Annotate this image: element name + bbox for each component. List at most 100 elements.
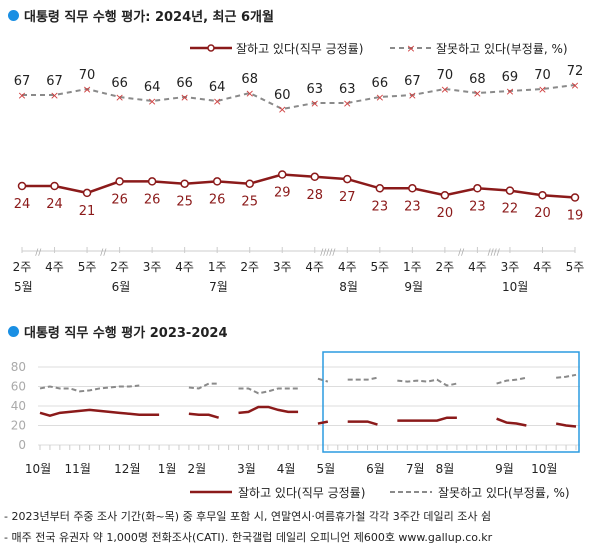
month-label: 12월 bbox=[114, 462, 140, 476]
negative-marker: × bbox=[50, 89, 59, 102]
negative-marker: × bbox=[343, 97, 352, 110]
positive-marker bbox=[473, 184, 482, 193]
x-tick-label: 2주 bbox=[240, 260, 259, 274]
x-tick-label: 3주 bbox=[501, 260, 520, 274]
footnote-1: - 2023년부터 주중 조사 기간(화~목) 중 후무일 포함 시, 연말연시… bbox=[4, 510, 492, 523]
month-label: 9월 bbox=[495, 462, 514, 476]
positive-marker bbox=[408, 184, 417, 193]
x-tick-label: 4주 bbox=[468, 260, 487, 274]
positive-series-segment bbox=[555, 422, 577, 428]
negative-series-segment bbox=[496, 376, 527, 385]
axis-break-mark: ///// bbox=[320, 248, 336, 258]
x-tick-label: 2주 bbox=[436, 260, 455, 274]
x-tick-label: 2주 bbox=[13, 260, 32, 274]
month-label: 10월 bbox=[531, 462, 557, 476]
legend-negative-label: 잘못하고 있다(부정률, %) bbox=[436, 42, 568, 56]
positive-data-label: 26 bbox=[144, 192, 161, 207]
positive-marker bbox=[82, 188, 92, 198]
bullet-icon bbox=[8, 326, 19, 337]
month-label: 4월 bbox=[277, 462, 296, 476]
footnote-2: - 매주 전국 유권자 약 1,000명 전화조사(CATI). 한국갤럽 데일… bbox=[4, 531, 493, 544]
x-tick-label: 2주 bbox=[110, 260, 129, 274]
y-tick-label: 40 bbox=[11, 399, 26, 413]
negative-data-label: 66 bbox=[111, 76, 128, 91]
month-label: 10월 bbox=[25, 462, 51, 476]
y-tick-label: 0 bbox=[18, 438, 26, 452]
positive-data-label: 28 bbox=[306, 188, 323, 203]
negative-marker: × bbox=[538, 83, 547, 96]
x-tick-label: 4주 bbox=[338, 260, 357, 274]
chart2-title-text: 대통령 직무 수행 평가 2023-2024 bbox=[24, 326, 228, 341]
axis-break-mark: // bbox=[100, 248, 107, 258]
positive-data-label: 19 bbox=[567, 209, 584, 224]
negative-marker: × bbox=[310, 97, 319, 110]
positive-marker bbox=[277, 170, 287, 179]
positive-data-label: 27 bbox=[339, 190, 356, 205]
positive-marker bbox=[147, 177, 157, 186]
legend-negative-marker: × bbox=[406, 42, 415, 55]
negative-marker: × bbox=[278, 103, 287, 116]
positive-data-label: 25 bbox=[241, 195, 258, 210]
chart1-title: 대통령 직무 수행 평가: 2024년, 최근 6개월 bbox=[8, 6, 274, 25]
negative-marker: × bbox=[408, 89, 417, 102]
positive-series-segment bbox=[347, 420, 378, 426]
positive-data-label: 24 bbox=[14, 197, 31, 212]
positive-series-segment bbox=[317, 420, 329, 425]
x-tick-label: 1주 bbox=[403, 260, 422, 274]
negative-data-label: 66 bbox=[372, 76, 389, 91]
negative-series-segment bbox=[238, 387, 299, 395]
month-label: 2월 bbox=[187, 462, 206, 476]
axis-break-mark: // bbox=[458, 248, 465, 258]
negative-data-label: 67 bbox=[46, 74, 63, 89]
positive-marker bbox=[343, 174, 352, 184]
positive-data-label: 29 bbox=[274, 186, 291, 201]
negative-marker: × bbox=[440, 83, 449, 96]
negative-marker: × bbox=[375, 91, 384, 104]
positive-data-label: 26 bbox=[111, 192, 128, 207]
negative-data-label: 64 bbox=[144, 80, 161, 95]
positive-marker bbox=[17, 181, 27, 191]
legend-negative-label: 잘못하고 있다(부정률, %) bbox=[438, 486, 570, 500]
month-label: 6월 bbox=[112, 280, 131, 294]
positive-data-label: 23 bbox=[372, 199, 389, 214]
positive-marker bbox=[375, 184, 385, 193]
chart1-plot: 잘하고 있다(직무 긍정률) × 잘못하고 있다(부정률, %)×67×67×70×… bbox=[13, 42, 585, 294]
negative-data-label: 68 bbox=[241, 72, 258, 87]
positive-data-label: 24 bbox=[46, 197, 63, 212]
month-label: 11월 bbox=[65, 462, 91, 476]
negative-marker: × bbox=[213, 95, 222, 108]
month-label: 8월 bbox=[436, 462, 455, 476]
x-tick-label: 4주 bbox=[45, 260, 64, 274]
x-tick-label: 1주 bbox=[208, 260, 227, 274]
x-tick-label: 3주 bbox=[273, 260, 292, 274]
positive-data-label: 22 bbox=[502, 202, 519, 217]
negative-data-label: 70 bbox=[79, 68, 96, 83]
legend-positive-label: 잘하고 있다(직무 긍정률) bbox=[238, 486, 365, 500]
x-tick-label: 3주 bbox=[143, 260, 162, 274]
negative-series-segment bbox=[188, 382, 219, 390]
positive-data-label: 26 bbox=[209, 192, 226, 207]
month-label: 5월 bbox=[14, 280, 33, 294]
legend-positive-label: 잘하고 있다(직무 긍정률) bbox=[236, 42, 363, 56]
month-label: 9월 bbox=[404, 280, 423, 294]
positive-series-segment bbox=[496, 417, 527, 427]
negative-series-segment bbox=[39, 384, 140, 393]
month-label: 8월 bbox=[339, 280, 358, 294]
month-label: 7월 bbox=[209, 280, 228, 294]
negative-data-label: 68 bbox=[469, 72, 486, 87]
negative-data-label: 63 bbox=[306, 82, 323, 97]
positive-series-line bbox=[22, 173, 576, 199]
negative-series-segment bbox=[317, 377, 329, 383]
positive-series-segment bbox=[188, 412, 220, 419]
x-tick-label: 4주 bbox=[305, 260, 324, 274]
negative-data-label: 64 bbox=[209, 80, 226, 95]
negative-data-label: 72 bbox=[567, 64, 584, 79]
positive-data-label: 23 bbox=[404, 199, 421, 214]
negative-data-label: 69 bbox=[502, 70, 519, 85]
negative-data-label: 63 bbox=[339, 82, 356, 97]
positive-marker bbox=[50, 181, 59, 191]
x-tick-label: 5주 bbox=[370, 260, 389, 274]
positive-data-label: 23 bbox=[469, 199, 486, 214]
positive-marker bbox=[245, 179, 254, 188]
